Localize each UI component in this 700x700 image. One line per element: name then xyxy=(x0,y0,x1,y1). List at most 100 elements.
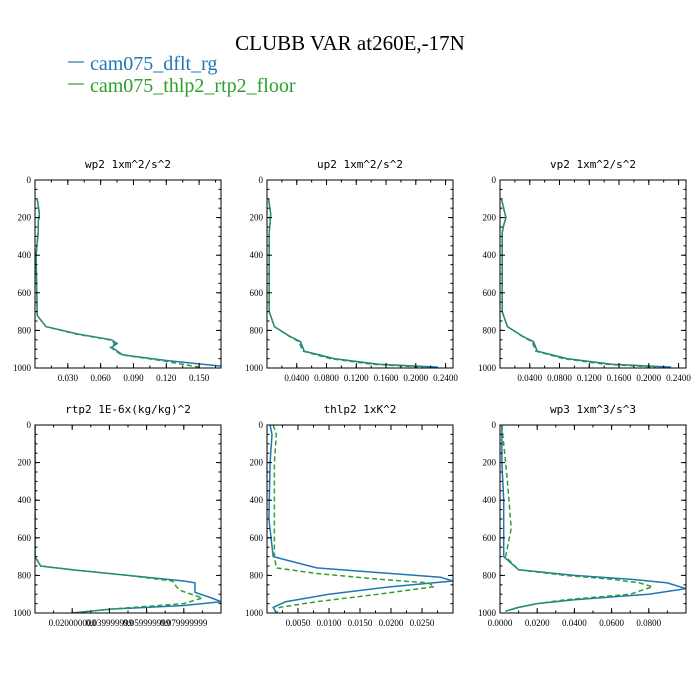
panel-title: up2 1xm^2/s^2 xyxy=(317,158,403,171)
panel-title: wp3 1xm^3/s^3 xyxy=(550,403,636,416)
y-tick-label: 800 xyxy=(18,570,32,580)
y-tick-label: 600 xyxy=(18,288,32,298)
y-tick-label: 1000 xyxy=(245,363,264,373)
x-tick-label: 0.0400 xyxy=(284,373,309,383)
panel-title: vp2 1xm^2/s^2 xyxy=(550,158,636,171)
y-tick-label: 800 xyxy=(250,570,264,580)
x-tick-label: 0.0800 xyxy=(636,618,661,628)
x-tick-label: 0.0000 xyxy=(488,618,513,628)
x-tick-label: 0.2400 xyxy=(433,373,458,383)
x-tick-label: 0.2400 xyxy=(666,373,691,383)
series-line-1 xyxy=(35,425,221,613)
x-tick-label: 0.2000 xyxy=(403,373,428,383)
x-tick-label: 0.0150 xyxy=(348,618,373,628)
x-tick-label: 0.090 xyxy=(123,373,144,383)
panels: wp2 1xm^2/s^2 0 200 400 600 800 1000 0.030 0.060… xyxy=(13,158,691,628)
y-tick-label: 600 xyxy=(18,533,32,543)
y-tick-label: 200 xyxy=(18,213,32,223)
series-line-2 xyxy=(267,198,424,368)
panel-title: wp2 1xm^2/s^2 xyxy=(85,158,171,171)
x-tick-label: 0.060 xyxy=(91,373,112,383)
panel-title: rtp2 1E-6x(kg/kg)^2 xyxy=(65,403,191,416)
y-tick-label: 0 xyxy=(492,420,497,430)
series-line-2 xyxy=(272,425,437,613)
y-tick-label: 1000 xyxy=(478,608,497,618)
y-tick-label: 400 xyxy=(250,250,264,260)
x-tick-label: 0.0800 xyxy=(314,373,339,383)
axis-frame xyxy=(266,424,454,614)
x-tick-label: 0.0800 xyxy=(547,373,572,383)
y-tick-label: 400 xyxy=(483,495,497,505)
panel-1: wp2 1xm^2/s^2 0 200 400 600 800 1000 0.030 0.060… xyxy=(13,158,222,383)
x-tick-label: 0.150 xyxy=(189,373,210,383)
panel-2: up2 1xm^2/s^2 0 200 400 600 800 1000 0.0400 0.08… xyxy=(245,158,458,383)
y-tick-label: 0 xyxy=(492,175,497,185)
x-tick-label: 0.079999999 xyxy=(160,618,208,628)
x-tick-label: 0.0200 xyxy=(379,618,404,628)
legend-label-floor: cam075_thlp2_rtp2_floor xyxy=(90,75,296,97)
x-tick-label: 0.030 xyxy=(58,373,79,383)
series-line-2 xyxy=(35,425,205,613)
series-line-1 xyxy=(267,198,439,368)
y-tick-label: 200 xyxy=(483,213,497,223)
y-tick-label: 1000 xyxy=(478,363,497,373)
series-line-1 xyxy=(268,425,453,613)
axis-frame xyxy=(34,424,222,614)
x-tick-label: 0.0100 xyxy=(317,618,342,628)
x-tick-label: 0.059999999 xyxy=(123,618,171,628)
x-tick-label: 0.1200 xyxy=(344,373,369,383)
y-tick-label: 0 xyxy=(259,175,264,185)
series-line-2 xyxy=(500,198,657,368)
x-tick-label: 0.2000 xyxy=(636,373,661,383)
y-tick-label: 200 xyxy=(18,458,32,468)
x-tick-label: 0.120 xyxy=(156,373,177,383)
x-tick-label: 0.0600 xyxy=(599,618,624,628)
legend-label-dflt: cam075_dflt_rg xyxy=(90,53,217,75)
panel-5: thlp2 1xK^2 0 200 400 600 800 1000 0.0050 0.0100… xyxy=(245,403,454,628)
x-tick-label: 0.020000000 xyxy=(49,618,97,628)
y-tick-label: 1000 xyxy=(13,363,32,373)
y-tick-label: 200 xyxy=(250,213,264,223)
y-tick-label: 400 xyxy=(250,495,264,505)
y-tick-label: 400 xyxy=(483,250,497,260)
x-tick-label: 0.1200 xyxy=(577,373,602,383)
series-line-1 xyxy=(501,425,686,612)
y-tick-label: 800 xyxy=(18,325,32,335)
y-tick-label: 0 xyxy=(27,175,32,185)
y-tick-label: 1000 xyxy=(245,608,264,618)
y-tick-label: 600 xyxy=(483,533,497,543)
x-tick-label: 0.0400 xyxy=(562,618,587,628)
x-tick-label: 0.0400 xyxy=(517,373,542,383)
y-tick-label: 200 xyxy=(483,458,497,468)
panel-3: vp2 1xm^2/s^2 0 200 400 600 800 1000 0.0400 0.08… xyxy=(478,158,691,383)
y-tick-label: 200 xyxy=(250,458,264,468)
y-tick-label: 1000 xyxy=(13,608,32,618)
panel-4: rtp2 1E-6x(kg/kg)^2 0 200 400 600 800 1000 0.02… xyxy=(13,403,222,628)
series-line-2 xyxy=(501,425,656,612)
y-tick-label: 800 xyxy=(483,325,497,335)
y-tick-label: 600 xyxy=(483,288,497,298)
y-tick-label: 600 xyxy=(250,288,264,298)
series-line-1 xyxy=(500,198,672,368)
chart-title: CLUBB VAR at260E,-17N xyxy=(235,31,465,55)
y-tick-label: 0 xyxy=(259,420,264,430)
axis-frame xyxy=(34,179,222,369)
y-tick-label: 600 xyxy=(250,533,264,543)
y-tick-label: 400 xyxy=(18,250,32,260)
panel-title: thlp2 1xK^2 xyxy=(324,403,397,416)
x-tick-label: 0.039999999 xyxy=(86,618,134,628)
x-tick-label: 0.0050 xyxy=(286,618,311,628)
x-tick-label: 0.1600 xyxy=(607,373,632,383)
y-tick-label: 800 xyxy=(250,325,264,335)
y-tick-label: 400 xyxy=(18,495,32,505)
x-tick-label: 0.0200 xyxy=(525,618,550,628)
y-tick-label: 800 xyxy=(483,570,497,580)
axis-frame xyxy=(499,424,687,614)
x-tick-label: 0.1600 xyxy=(374,373,399,383)
legend: cam075_dflt_rg cam075_thlp2_rtp2_floor xyxy=(68,53,296,97)
series-line-2 xyxy=(35,198,200,368)
x-tick-label: 0.0250 xyxy=(410,618,435,628)
series-line-1 xyxy=(35,198,221,367)
